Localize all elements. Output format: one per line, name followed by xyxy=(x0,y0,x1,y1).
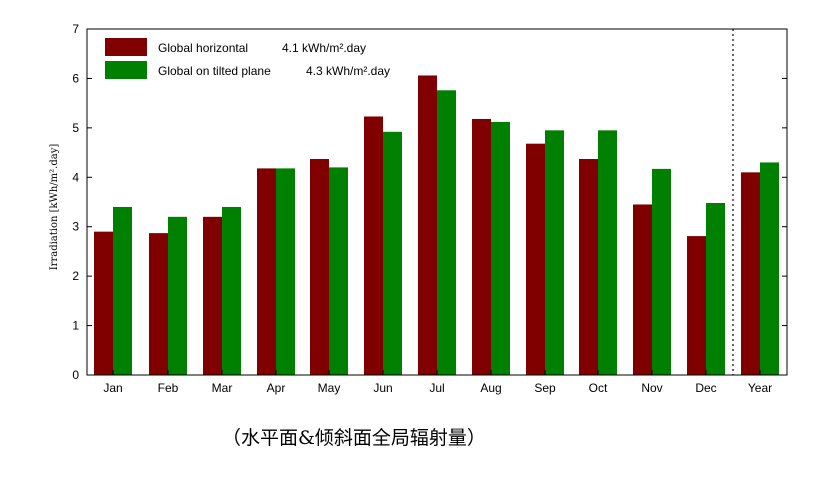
bar-horizontal-aug xyxy=(472,118,491,376)
y-tick-label: 3 xyxy=(72,220,79,234)
y-axis: 0 1 2 3 4 5 6 7 xyxy=(72,22,787,382)
y-tick-label: 0 xyxy=(72,368,79,382)
bar-tilted-oct xyxy=(598,130,617,375)
x-tick-label-aug: Aug xyxy=(480,381,501,395)
bar-horizontal-may xyxy=(310,158,329,375)
y-tick-label: 7 xyxy=(72,22,79,36)
bar-tilted-dec xyxy=(706,202,725,375)
y-tick-label: 6 xyxy=(72,71,79,85)
x-tick-label-jul: Jul xyxy=(429,381,444,395)
legend-label-global-horizontal: Global horizontal xyxy=(158,41,248,55)
bar-tilted-jul xyxy=(437,90,456,375)
bar-horizontal-mar xyxy=(203,216,222,375)
legend-swatch-global-horizontal xyxy=(105,38,147,56)
legend-swatch-global-tilted xyxy=(105,61,147,79)
x-tick-label-may: May xyxy=(318,381,341,395)
bar-tilted-mar xyxy=(222,206,241,375)
bar-tilted-aug xyxy=(491,121,510,375)
bar-horizontal-dec xyxy=(687,236,706,375)
y-tick-label: 2 xyxy=(72,269,79,283)
bar-tilted-year xyxy=(760,162,779,375)
legend-label-global-tilted: Global on tilted plane xyxy=(158,64,271,78)
bar-tilted-apr xyxy=(276,168,295,375)
legend-value-global-horizontal: 4.1 kWh/m².day xyxy=(282,41,366,55)
x-axis: Jan Feb Mar Apr May Jun Jul Aug Sep Oct Nov Dec Year xyxy=(103,370,772,395)
x-tick-label-apr: Apr xyxy=(267,381,286,395)
x-tick-label-nov: Nov xyxy=(641,381,662,395)
bar-tilted-jun xyxy=(383,131,402,375)
bar-horizontal-nov xyxy=(633,204,652,375)
legend: Global horizontal 4.1 kWh/m².day Global … xyxy=(105,38,390,79)
chart-caption: （水平面&倾斜面全局辐射量） xyxy=(222,427,486,449)
bar-horizontal-jun xyxy=(364,116,383,375)
x-tick-label-oct: Oct xyxy=(589,381,608,395)
bars-group xyxy=(94,75,779,376)
bar-horizontal-feb xyxy=(149,233,168,375)
x-tick-label-jan: Jan xyxy=(103,381,122,395)
bar-horizontal-jul xyxy=(418,75,437,375)
bar-tilted-nov xyxy=(652,168,671,375)
bar-tilted-may xyxy=(329,167,348,375)
x-tick-label-mar: Mar xyxy=(212,381,233,395)
bar-horizontal-oct xyxy=(579,158,598,375)
x-tick-label-jun: Jun xyxy=(373,381,392,395)
bar-horizontal-jan xyxy=(94,231,113,375)
y-axis-label: Irradiation [kWh/m².day] xyxy=(49,144,60,271)
irradiation-chart: 0 1 2 3 4 5 6 7 Jan Feb Mar Apr May Jun Jul Aug Sep Oct N… xyxy=(49,22,788,395)
bar-tilted-feb xyxy=(168,216,187,375)
bar-tilted-sep xyxy=(545,130,564,375)
y-tick-label: 4 xyxy=(72,170,79,184)
y-tick-label: 1 xyxy=(72,319,79,333)
bar-horizontal-apr xyxy=(257,168,276,375)
bar-horizontal-year xyxy=(741,172,760,375)
legend-value-global-tilted: 4.3 kWh/m².day xyxy=(306,64,390,78)
x-tick-label-year: Year xyxy=(748,381,772,395)
x-tick-label-dec: Dec xyxy=(695,381,716,395)
bar-horizontal-sep xyxy=(526,143,545,375)
x-tick-label-feb: Feb xyxy=(158,381,179,395)
bar-tilted-jan xyxy=(113,206,132,375)
x-tick-label-sep: Sep xyxy=(534,381,556,395)
y-tick-label: 5 xyxy=(72,121,79,135)
